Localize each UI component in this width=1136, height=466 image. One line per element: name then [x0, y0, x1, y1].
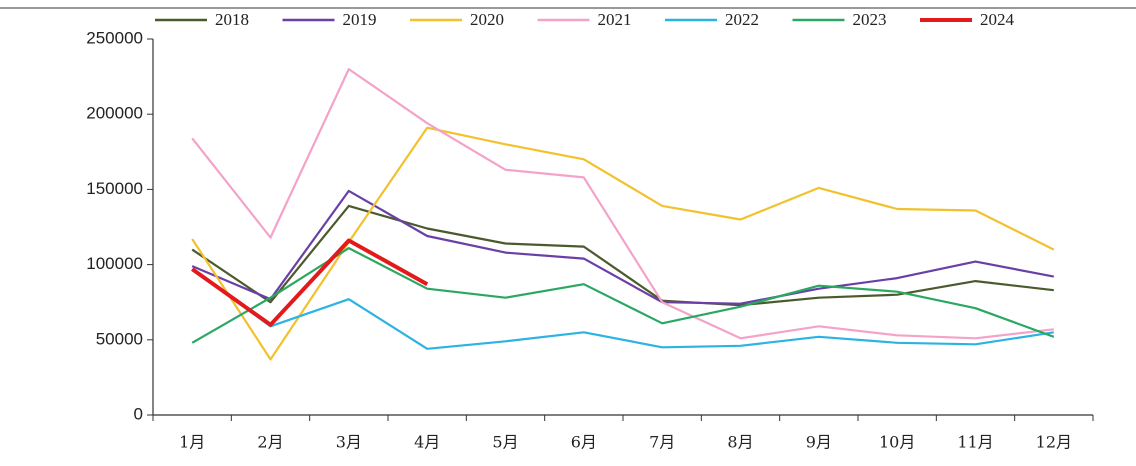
x-tick-label: 7月 — [649, 433, 675, 452]
legend-label: 2020 — [470, 10, 504, 29]
legend-label: 2021 — [598, 10, 632, 29]
y-tick-label: 250000 — [86, 28, 143, 47]
series-line — [191, 238, 429, 327]
series-line — [191, 204, 1054, 307]
x-tick-label: 6月 — [571, 433, 597, 452]
x-tick-label: 12月 — [1036, 433, 1072, 452]
x-tick-label: 10月 — [879, 433, 915, 452]
x-tick-label: 1月 — [179, 433, 205, 452]
series-line — [191, 247, 1055, 344]
x-tick-label: 4月 — [414, 433, 440, 452]
x-tick-label: 3月 — [336, 433, 362, 452]
x-tick-label: 2月 — [257, 433, 283, 452]
x-tick-label: 8月 — [727, 433, 753, 452]
y-tick-label: 200000 — [86, 104, 143, 123]
series-line — [191, 189, 1055, 305]
legend-label: 2022 — [725, 10, 759, 29]
x-tick-label: 9月 — [806, 433, 832, 452]
legend-label: 2018 — [215, 10, 249, 29]
series-line — [191, 126, 1055, 361]
y-tick-label: 100000 — [86, 254, 143, 273]
x-tick-label: 5月 — [492, 433, 518, 452]
legend-label: 2019 — [343, 10, 377, 29]
x-tick-label: 11月 — [957, 433, 993, 452]
y-tick-label: 150000 — [86, 179, 143, 198]
series-line — [191, 67, 1054, 340]
legend-label: 2024 — [980, 10, 1015, 29]
series-line — [191, 268, 1054, 350]
y-tick-label: 50000 — [96, 329, 143, 348]
y-tick-label: 0 — [134, 404, 143, 423]
legend-label: 2023 — [853, 10, 887, 29]
